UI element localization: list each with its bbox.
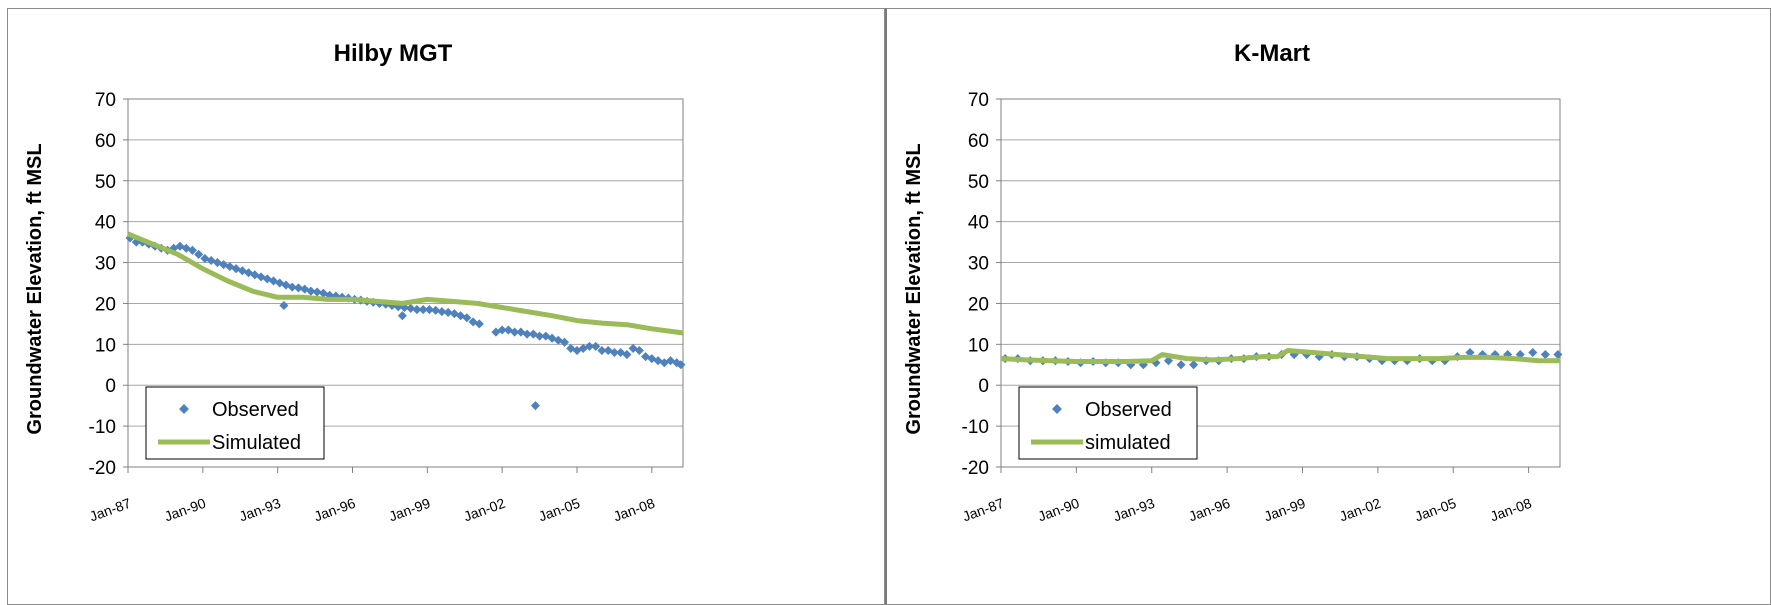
y-tick-label: 60 xyxy=(968,131,989,152)
x-tick-label: Jan-93 xyxy=(1111,495,1157,525)
y-tick-label: -10 xyxy=(89,417,116,438)
y-tick-label: 70 xyxy=(968,90,989,111)
x-tick-label: Jan-87 xyxy=(960,495,1006,525)
legend-swatch-marker xyxy=(179,404,189,414)
x-tick-label: Jan-05 xyxy=(1413,495,1459,525)
plot-area xyxy=(127,98,684,468)
y-axis-label: Groundwater Elevation, ft MSL xyxy=(903,143,925,434)
data-point-observed xyxy=(530,401,540,411)
y-tick-label: -10 xyxy=(962,417,989,438)
plot-area xyxy=(1000,98,1561,468)
chart-title: K-Mart xyxy=(1234,40,1310,67)
x-tick-label: Jan-02 xyxy=(461,495,507,525)
data-point-observed xyxy=(1176,360,1186,370)
y-axis-label: Groundwater Elevation, ft MSL xyxy=(24,143,46,434)
chart-panel-kmart: K-Mart Groundwater Elevation, ft MSL -20… xyxy=(885,8,1771,605)
legend-label: Simulated xyxy=(212,432,301,454)
data-point-observed xyxy=(397,311,407,321)
y-tick-label: -20 xyxy=(89,458,116,479)
series-line-simulated xyxy=(1000,348,1560,364)
y-tick-label: 0 xyxy=(978,376,989,397)
x-tick-label: Jan-96 xyxy=(1186,495,1232,525)
data-point-observed xyxy=(1189,360,1199,370)
x-tick-label: Jan-90 xyxy=(1036,495,1082,525)
x-tick-label: Jan-02 xyxy=(1337,495,1383,525)
y-tick-label: -20 xyxy=(962,458,989,479)
x-tick-label: Jan-99 xyxy=(1262,495,1308,525)
y-tick-label: 40 xyxy=(968,213,989,234)
plot-group: -20 -10 0 10 20 30 40 50 60 70 Jan-87 Jan-90 Jan-93 J… xyxy=(960,90,1563,525)
data-point-observed xyxy=(194,249,204,259)
legend xyxy=(145,386,325,460)
legend-label: simulated xyxy=(1085,432,1171,454)
y-tick-label: 0 xyxy=(105,376,116,397)
x-tick-label: Jan-93 xyxy=(237,495,283,525)
chart-title: Hilby MGT xyxy=(334,40,453,67)
legend-label: Observed xyxy=(212,399,299,421)
y-tick-label: 20 xyxy=(95,294,116,315)
x-tick-label: Jan-87 xyxy=(87,495,133,525)
chart-kmart: K-Mart Groundwater Elevation, ft MSL -20… xyxy=(903,40,1563,525)
y-tick-label: 40 xyxy=(95,213,116,234)
data-point-observed xyxy=(1528,347,1538,358)
data-point-observed xyxy=(535,331,545,341)
series-line-simulated xyxy=(127,231,684,336)
y-tick-label: 50 xyxy=(95,172,116,193)
legend xyxy=(1018,386,1198,460)
y-tick-label: 60 xyxy=(95,131,116,152)
x-tick-label: Jan-99 xyxy=(387,495,433,525)
y-tick-label: 30 xyxy=(95,254,116,275)
data-point-observed xyxy=(1553,350,1563,360)
y-tick-label: 10 xyxy=(95,335,116,356)
plot-group: -20 -10 0 10 20 30 40 50 60 70 Jan-87 Jan-90 Jan-93 J… xyxy=(87,90,686,525)
y-tick-label: 20 xyxy=(968,294,989,315)
y-tick-label: 70 xyxy=(95,90,116,111)
x-tick-label: Jan-08 xyxy=(611,495,657,525)
y-tick-label: 10 xyxy=(968,335,989,356)
y-tick-label: 50 xyxy=(968,172,989,193)
data-point-observed xyxy=(279,300,289,311)
y-tick-label: 30 xyxy=(968,254,989,275)
x-tick-label: Jan-96 xyxy=(312,495,358,525)
data-point-observed xyxy=(559,337,570,347)
data-point-observed xyxy=(597,345,607,355)
chart-hilby: Hilby MGT Groundwater Elevation, ft MSL … xyxy=(24,40,686,525)
x-tick-label: Jan-05 xyxy=(536,495,582,525)
chart-panel-hilby: Hilby MGT Groundwater Elevation, ft MSL … xyxy=(7,8,885,605)
data-point-observed xyxy=(1540,350,1550,360)
x-tick-label: Jan-08 xyxy=(1488,495,1534,525)
legend-label: Observed xyxy=(1085,399,1172,421)
data-point-observed xyxy=(676,360,686,370)
x-tick-label: Jan-90 xyxy=(162,495,208,525)
data-point-observed xyxy=(622,350,632,360)
legend-swatch-marker xyxy=(1052,404,1062,414)
